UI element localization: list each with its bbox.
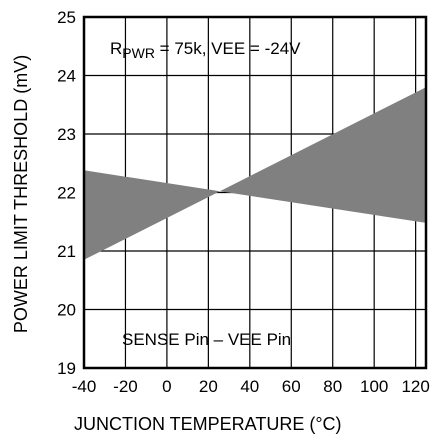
x-tick-label: -40 bbox=[72, 377, 97, 396]
y-tick-label: 24 bbox=[57, 67, 76, 86]
x-tick-label: 0 bbox=[162, 377, 171, 396]
axis-ticks: -40 -20 0 20 40 60 80 100 120 19 20 21 22 23 24 25 bbox=[57, 8, 430, 396]
condition-r: R bbox=[110, 39, 122, 58]
y-tick-label: 25 bbox=[57, 8, 76, 27]
threshold-band-right bbox=[219, 87, 426, 223]
x-tick-label: 120 bbox=[401, 377, 429, 396]
bottom-note: SENSE Pin – VEE Pin bbox=[122, 330, 291, 349]
condition-rest: = 75k, VEE = -24V bbox=[155, 39, 301, 58]
threshold-band-left bbox=[84, 170, 220, 260]
x-tick-label: 60 bbox=[282, 377, 301, 396]
y-tick-label: 23 bbox=[57, 125, 76, 144]
x-tick-label: 80 bbox=[323, 377, 342, 396]
y-axis-label: POWER LIMIT THRESHOLD (mV) bbox=[11, 55, 31, 333]
x-axis-label: JUNCTION TEMPERATURE (°C) bbox=[74, 414, 342, 434]
y-tick-label: 20 bbox=[57, 301, 76, 320]
plot-frame bbox=[82, 15, 428, 370]
y-tick-label: 19 bbox=[57, 359, 76, 378]
x-tick-label: 40 bbox=[240, 377, 259, 396]
x-tick-label: 100 bbox=[360, 377, 388, 396]
condition-sub: PWR bbox=[122, 45, 155, 61]
x-tick-label: 20 bbox=[199, 377, 218, 396]
x-tick-label: -20 bbox=[113, 377, 138, 396]
condition-annotation: RPWR = 75k, VEE = -24V bbox=[110, 39, 301, 61]
y-tick-label: 22 bbox=[57, 184, 76, 203]
y-tick-label: 21 bbox=[57, 242, 76, 261]
